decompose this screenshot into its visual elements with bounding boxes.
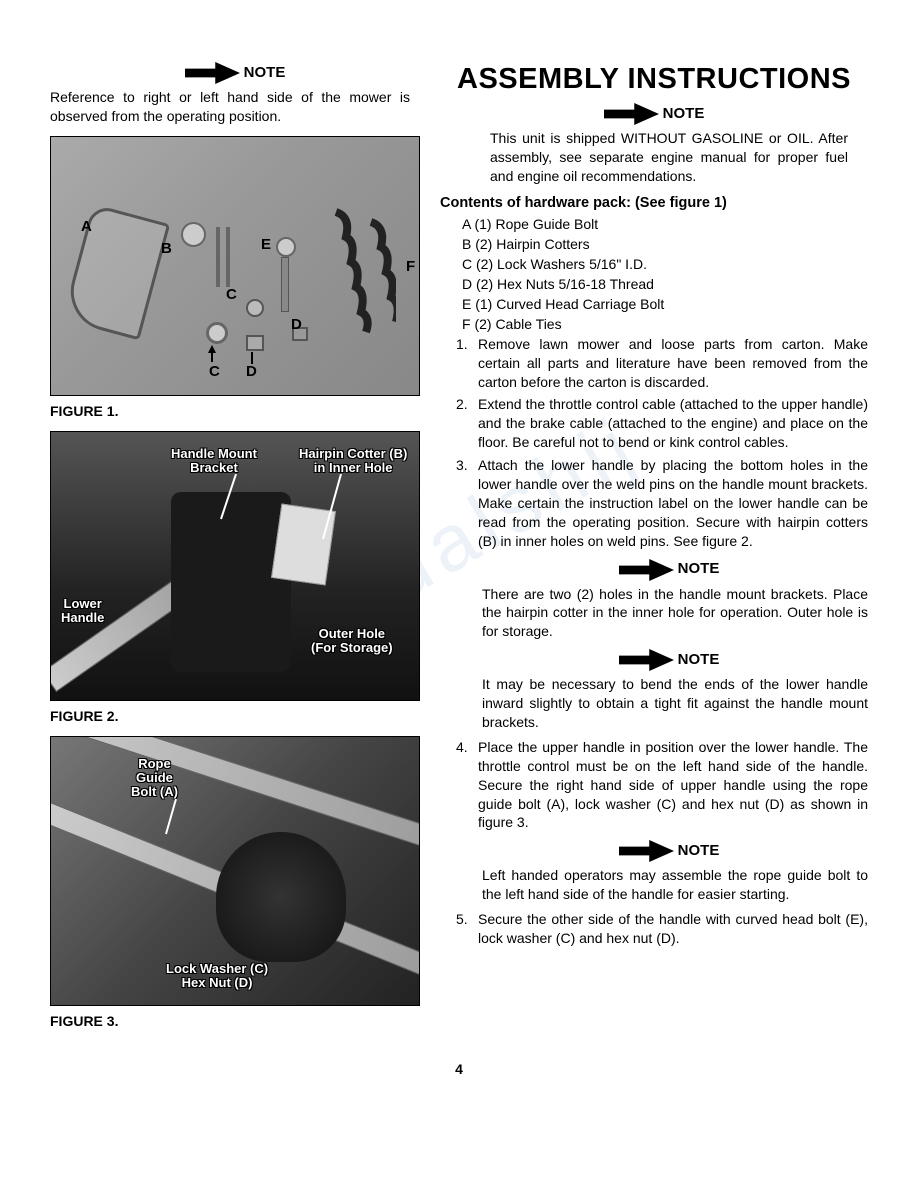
note-block-2: NOTE There are two (2) holes in the hand… — [470, 557, 868, 642]
fig2-label-handle-mount: Handle Mount Bracket — [171, 447, 257, 476]
fig1-part-c1: C — [226, 285, 237, 305]
hw-item: C (2) Lock Washers 5/16" I.D. — [462, 255, 868, 274]
main-title: ASSEMBLY INSTRUCTIONS — [440, 60, 868, 99]
fig1-part-b: B — [161, 239, 172, 259]
fig1-part-f: F — [406, 257, 415, 277]
step-4: 4.Place the upper handle in position ove… — [456, 738, 868, 832]
step-2-text: Extend the throttle control cable (attac… — [478, 396, 868, 450]
page-number: 4 — [50, 1060, 868, 1079]
hw-item: B (2) Hairpin Cotters — [462, 235, 868, 254]
step-1: 1.Remove lawn mower and loose parts from… — [456, 335, 868, 392]
step-4-text: Place the upper handle in position over … — [478, 739, 868, 831]
fig2-label-lower-handle: Lower Handle — [61, 597, 104, 626]
hw-item: F (2) Cable Ties — [462, 315, 868, 334]
arrow-icon — [604, 101, 659, 127]
fig2-label-hairpin: Hairpin Cotter (B) in Inner Hole — [299, 447, 407, 476]
figure-1-caption: FIGURE 1. — [50, 402, 420, 421]
note-arrow-2: NOTE — [470, 557, 868, 583]
figure-1: A B E F C C D D FIGURE 1. — [50, 136, 420, 421]
hw-item: A (1) Rope Guide Bolt — [462, 215, 868, 234]
figure-3-caption: FIGURE 3. — [50, 1012, 420, 1031]
note-text-top: This unit is shipped WITHOUT GASOLINE or… — [440, 129, 868, 186]
note-arrow-4: NOTE — [470, 838, 868, 864]
left-column: NOTE Reference to right or left hand sid… — [50, 60, 420, 1040]
figure-3: Rope Guide Bolt (A) Lock Washer (C) Hex … — [50, 736, 420, 1031]
note-text-3: It may be necessary to bend the ends of … — [470, 675, 868, 732]
arrow-icon — [619, 647, 674, 673]
note-text-4: Left handed operators may assemble the r… — [470, 866, 868, 904]
hw-item: E (1) Curved Head Carriage Bolt — [462, 295, 868, 314]
note-label-2: NOTE — [678, 559, 720, 579]
fig1-part-d2: D — [246, 362, 257, 382]
fig2-label-outer-hole: Outer Hole (For Storage) — [311, 627, 393, 656]
fig1-part-a: A — [81, 217, 92, 237]
note-block-1: NOTE Reference to right or left hand sid… — [50, 60, 420, 126]
note-arrow-3: NOTE — [470, 647, 868, 673]
hardware-list: A (1) Rope Guide Bolt B (2) Hairpin Cott… — [440, 215, 868, 333]
note-arrow-top: NOTE — [440, 101, 868, 127]
note-label-4: NOTE — [678, 841, 720, 861]
steps-list-3: 5.Secure the other side of the handle wi… — [440, 910, 868, 948]
step-5-text: Secure the other side of the handle with… — [478, 911, 868, 946]
step-3: 3.Attach the lower handle by placing the… — [456, 456, 868, 550]
steps-list: 1.Remove lawn mower and loose parts from… — [440, 335, 868, 551]
figure-3-image: Rope Guide Bolt (A) Lock Washer (C) Hex … — [50, 736, 420, 1006]
step-3-text: Attach the lower handle by placing the b… — [478, 457, 868, 549]
hw-item: D (2) Hex Nuts 5/16-18 Thread — [462, 275, 868, 294]
note-text-2: There are two (2) holes in the handle mo… — [470, 585, 868, 642]
figure-2-caption: FIGURE 2. — [50, 707, 420, 726]
steps-list-2: 4.Place the upper handle in position ove… — [440, 738, 868, 832]
step-2: 2.Extend the throttle control cable (att… — [456, 395, 868, 452]
fig3-label-lock-washer: Lock Washer (C) Hex Nut (D) — [166, 962, 268, 991]
fig1-part-c2: C — [209, 362, 220, 382]
step-1-text: Remove lawn mower and loose parts from c… — [478, 336, 868, 390]
note-block-3: NOTE It may be necessary to bend the end… — [470, 647, 868, 732]
note-label-top: NOTE — [663, 104, 705, 124]
figure-2-image: Handle Mount Bracket Hairpin Cotter (B) … — [50, 431, 420, 701]
note-block-4: NOTE Left handed operators may assemble … — [470, 838, 868, 904]
note-block-top: NOTE This unit is shipped WITHOUT GASOLI… — [440, 101, 868, 186]
page-content: NOTE Reference to right or left hand sid… — [50, 60, 868, 1040]
hardware-heading: Contents of hardware pack: (See figure 1… — [440, 194, 868, 214]
note-label-3: NOTE — [678, 650, 720, 670]
note-label-1: NOTE — [244, 63, 286, 83]
right-column: ASSEMBLY INSTRUCTIONS NOTE This unit is … — [440, 60, 868, 1040]
arrow-icon — [619, 557, 674, 583]
fig3-label-rope-guide: Rope Guide Bolt (A) — [131, 757, 178, 800]
fig1-part-d1: D — [291, 315, 302, 335]
note-arrow-1: NOTE — [50, 60, 420, 86]
figure-1-image: A B E F C C D D — [50, 136, 420, 396]
fig1-part-e: E — [261, 235, 271, 255]
note-text-1: Reference to right or left hand side of … — [50, 88, 420, 126]
arrow-icon — [619, 838, 674, 864]
figure-2: Handle Mount Bracket Hairpin Cotter (B) … — [50, 431, 420, 726]
step-5: 5.Secure the other side of the handle wi… — [456, 910, 868, 948]
arrow-icon — [185, 60, 240, 86]
